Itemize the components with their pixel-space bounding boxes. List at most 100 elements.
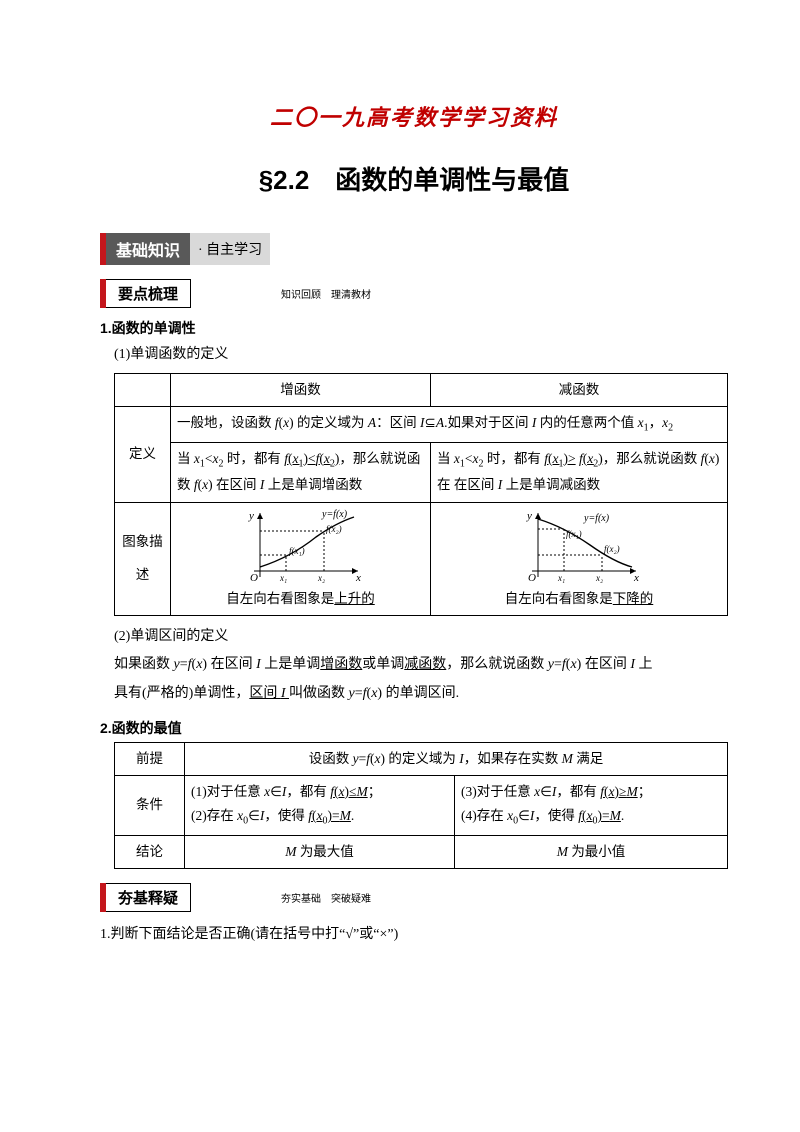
t: . <box>621 808 624 823</box>
t: 当 <box>437 451 454 466</box>
para-interval-2: 具有(严格的)单调性，区间 I 叫做函数 y=f(x) 的单调区间. <box>114 681 728 708</box>
t: ：区间 <box>376 415 420 430</box>
table-extrema: 前提 设函数 y=f(x) 的定义域为 I，如果存在实数 M 满足 条件 (1)… <box>114 742 728 870</box>
svg-text:x₁: x₁ <box>279 573 287 583</box>
t: 上是单调增函数 <box>264 477 362 492</box>
u: 增函数 <box>320 657 362 672</box>
box-label: 夯基释疑 <box>106 883 191 912</box>
cell-min: M 为最小值 <box>455 835 728 868</box>
box-label: 要点梳理 <box>106 279 191 308</box>
caption-inc: 自左向右看图象是上升的 <box>177 587 424 611</box>
cell-inc-def: 当 x1<x2 时，都有 f(x1)<f(x2)，那么就说函数 f(x) 在区间… <box>171 442 431 502</box>
u: 减函数 <box>404 657 446 672</box>
t: 叫做函数 <box>289 686 349 701</box>
table-row: 图象描述 y x O y=f(x) x₁ x₂ f(x₁) f(x₂) <box>115 502 728 615</box>
t: ，都有 <box>286 784 330 799</box>
cell-concl-label: 结论 <box>115 835 185 868</box>
t: 的定义域为 <box>294 415 368 430</box>
u: f(x2) <box>579 451 603 466</box>
t: 设函数 <box>309 751 353 766</box>
t: (3)对于任意 <box>461 784 534 799</box>
t: 满足 <box>573 751 603 766</box>
cell-min-cond: (3)对于任意 x∈I，都有 f(x)≥M； (4)存在 x0∈I，使得 f(x… <box>455 775 728 835</box>
cell-img-label: 图象描述 <box>115 502 171 615</box>
question-1: 1.判断下面结论是否正确(请在括号中打“√”或“×”) <box>100 922 728 949</box>
section-strip-basics: 基础知识 · 自主学习 <box>100 233 728 265</box>
t: 内的任意两个值 <box>536 415 637 430</box>
svg-text:x: x <box>633 572 639 584</box>
t: 上是单调减函数 <box>502 477 600 492</box>
table-row: 结论 M 为最大值 M 为最小值 <box>115 835 728 868</box>
sub-1-1: (1)单调函数的定义 <box>114 342 728 369</box>
subsection-box-practice: 夯基释疑 夯实基础 突破疑难 <box>100 883 728 912</box>
document-decor-title: 二〇一九高考数学学习资料 <box>100 100 728 132</box>
t: 自左向右看图象是 <box>505 591 613 606</box>
box-hint: 知识回顾 理清教材 <box>281 286 371 301</box>
t: 为最小值 <box>568 844 625 859</box>
cell-premise: 设函数 y=f(x) 的定义域为 I，如果存在实数 M 满足 <box>185 742 728 775</box>
t: 为最大值 <box>296 844 353 859</box>
t: (1)对于任意 <box>191 784 264 799</box>
svg-text:x₂: x₂ <box>317 573 325 583</box>
t: 时，都有 <box>484 451 545 466</box>
svg-text:f(x₁): f(x₁) <box>566 529 582 539</box>
svg-text:f(x₁): f(x₁) <box>289 546 305 556</box>
cell-premise-label: 前提 <box>115 742 185 775</box>
u: f(x1)> <box>544 451 575 466</box>
t: ，都有 <box>556 784 600 799</box>
subsection-box-outline: 要点梳理 知识回顾 理清教材 <box>100 279 728 308</box>
t: 在区间 <box>451 477 498 492</box>
box-hint: 夯实基础 突破疑难 <box>281 890 371 905</box>
cell-def-common: 一般地，设函数 f(x) 的定义域为 A：区间 I⊆A.如果对于区间 I 内的任… <box>171 406 728 442</box>
t: 如果函数 <box>114 657 174 672</box>
svg-text:O: O <box>528 572 536 584</box>
t: 上是单调 <box>261 657 321 672</box>
t: ； <box>638 784 652 799</box>
t: .如果对于区间 <box>444 415 532 430</box>
t: ，使得 <box>534 808 578 823</box>
table-row: 当 x1<x2 时，都有 f(x1)<f(x2)，那么就说函数 f(x) 在区间… <box>115 442 728 502</box>
u: f(x)≤M <box>330 784 367 799</box>
t: 自左向右看图象是 <box>226 591 334 606</box>
t: ，如果存在实数 <box>464 751 562 766</box>
decreasing-graph-icon: y x O y=f(x) x₁ x₂ f(x₁) f(x₂) <box>514 507 644 585</box>
u: 区间 I <box>249 686 289 701</box>
svg-text:y: y <box>526 510 532 522</box>
table-row: 增函数 减函数 <box>115 373 728 406</box>
svg-text:x₂: x₂ <box>595 573 603 583</box>
u: f(x0)=M <box>578 808 621 823</box>
page-title: §2.2 函数的单调性与最值 <box>100 160 728 197</box>
t: 在区间 <box>207 657 256 672</box>
svg-text:f(x₂): f(x₂) <box>326 524 342 534</box>
cell-cond-label: 条件 <box>115 775 185 835</box>
cell-dec-def: 当 x1<x2 时，都有 f(x1)> f(x2)，那么就说函数 f(x)在 在… <box>431 442 728 502</box>
th-decreasing: 减函数 <box>431 373 728 406</box>
t: ，使得 <box>264 808 308 823</box>
t: 上 <box>635 657 653 672</box>
t: . <box>351 808 354 823</box>
t: 的定义域为 <box>385 751 459 766</box>
t: 时，都有 <box>224 451 285 466</box>
th-increasing: 增函数 <box>171 373 431 406</box>
u: 上升的 <box>334 591 375 606</box>
u: f(x1)<f(x2) <box>284 451 339 466</box>
t: ，那么就说函数 <box>446 657 548 672</box>
table-row: 前提 设函数 y=f(x) 的定义域为 I，如果存在实数 M 满足 <box>115 742 728 775</box>
para-interval-1: 如果函数 y=f(x) 在区间 I 上是单调增函数或单调减函数，那么就说函数 y… <box>114 652 728 679</box>
cell-max: M 为最大值 <box>185 835 455 868</box>
svg-text:O: O <box>250 572 258 584</box>
t: ； <box>368 784 382 799</box>
strip-black-label: 基础知识 <box>106 233 190 265</box>
t: 或单调 <box>362 657 404 672</box>
svg-text:y=f(x): y=f(x) <box>321 509 348 520</box>
t: ，那么就说函数 <box>603 451 701 466</box>
u: 下降的 <box>613 591 654 606</box>
strip-grey-label: · 自主学习 <box>190 233 270 265</box>
t: 的单调区间. <box>382 686 459 701</box>
t: 一般地，设函数 <box>177 415 275 430</box>
cell-inc-graph: y x O y=f(x) x₁ x₂ f(x₁) f(x₂) 自左向右看图象是上… <box>171 502 431 615</box>
svg-text:y: y <box>248 510 254 522</box>
heading-extrema: 2.函数的最值 <box>100 718 728 738</box>
svg-text:x₁: x₁ <box>557 573 565 583</box>
u: f(x)≥M <box>600 784 637 799</box>
